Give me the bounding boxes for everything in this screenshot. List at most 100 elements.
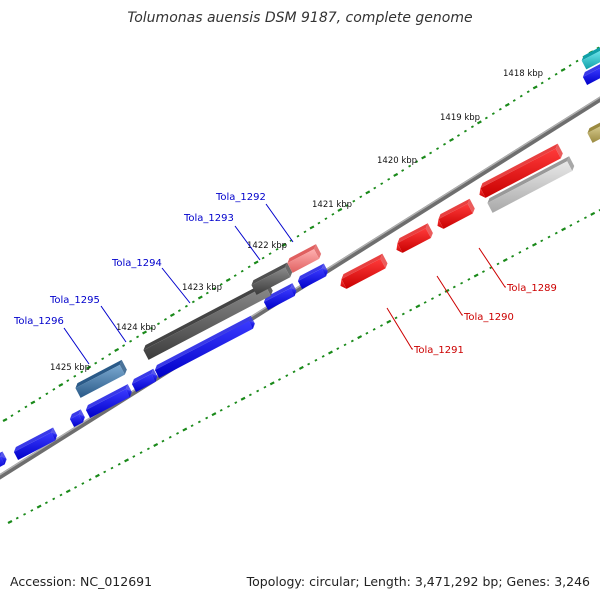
inner-ruler-track (7, 208, 600, 524)
ruler-dot (36, 504, 42, 509)
ruler-dot (352, 199, 356, 203)
ruler-dot (484, 116, 488, 120)
ruler-dot (30, 509, 34, 512)
ruler-dot (247, 265, 251, 269)
ruler-dot (568, 64, 572, 67)
ruler-dot (59, 493, 63, 497)
ruler-dot (52, 497, 56, 501)
ruler-dot (184, 304, 188, 308)
ruler-dot (240, 396, 246, 401)
ruler-dot (456, 134, 460, 137)
reverse-gene-label: Tola_1289 (506, 283, 557, 294)
ruler-dot (409, 308, 413, 312)
ruler-dot (253, 260, 259, 265)
forward-gene-arrow (0, 451, 7, 467)
ruler-dot (58, 382, 64, 387)
ruler-dot (443, 142, 446, 146)
ruler-dot (596, 46, 600, 50)
ruler-dot (476, 120, 482, 125)
ruler-dot (526, 90, 530, 94)
ruler-dot (15, 516, 19, 520)
ruler-dot (547, 235, 551, 239)
ruler-dot (394, 316, 398, 320)
ruler-dot (590, 211, 596, 216)
ruler-dot (256, 389, 260, 393)
ruler-dot (491, 112, 495, 116)
ruler-dot (449, 137, 454, 142)
ruler-dot (169, 312, 175, 317)
forward-gene-arrow (85, 384, 132, 418)
ruler-dot (73, 374, 77, 378)
ruler-dot (225, 277, 231, 282)
map-title: Tolumonas auensis DSM 9187, complete gen… (127, 10, 473, 26)
forward-label-leader (234, 225, 261, 261)
forward-label-leader (100, 305, 127, 343)
ruler-dot (350, 339, 354, 343)
reverse-label-leader (478, 247, 506, 288)
ruler-dot (285, 374, 289, 377)
ruler-dot (10, 414, 14, 417)
ruler-dot (86, 365, 92, 370)
ruler-dot (303, 230, 307, 234)
position-ruler: 1418 kbp 1419 kbp 1420 kbp 1421 kbp 1422 kbp… (2, 46, 600, 524)
feature-steel-blue (75, 359, 127, 398)
ruler-dot (575, 59, 579, 63)
forward-label-leader (161, 267, 191, 304)
ruler-dot (212, 287, 216, 291)
ruler-dot (504, 102, 510, 107)
ruler-dot (205, 291, 209, 295)
ruler-dot (248, 393, 252, 397)
accession-text: Accession: NC_012691 (10, 574, 153, 589)
ruler-dot (65, 489, 71, 494)
ruler-dot (191, 300, 195, 304)
ruler-dot (205, 416, 209, 420)
ruler-dot (275, 247, 279, 251)
ruler-dot (372, 328, 376, 331)
forward-gene-arrow (263, 283, 297, 310)
ruler-dot (373, 186, 377, 190)
ruler-tick-label: 1423 kbp (182, 283, 222, 293)
ruler-dot (560, 67, 566, 72)
ruler-dot (554, 72, 558, 76)
ruler-dot (292, 370, 296, 374)
topology-summary: Topology: circular; Length: 3,471,292 bp… (246, 574, 590, 589)
ruler-dot (80, 370, 84, 374)
ruler-dot (132, 455, 136, 458)
forward-gene-label: Tola_1294 (111, 258, 162, 269)
ruler-dot (168, 435, 172, 439)
ruler-dot (74, 485, 78, 489)
ruler-dot (429, 151, 433, 155)
feature-cyan (581, 47, 600, 70)
ruler-dot (110, 466, 114, 470)
ruler-dot (2, 418, 8, 422)
ruler-dot (233, 274, 237, 277)
ruler-dot (498, 107, 502, 111)
ruler-dot (122, 344, 126, 347)
ruler-dot (103, 470, 107, 474)
ruler-tick-label: 1425 kbp (50, 363, 90, 373)
reverse-gene-arrow (340, 253, 388, 289)
ruler-dot (296, 234, 300, 238)
ruler-dot (281, 242, 287, 247)
ruler-dot (393, 172, 399, 177)
forward-gene-label: Tola_1293 (183, 213, 234, 224)
ruler-dot (576, 220, 580, 223)
ruler-dot (263, 385, 267, 389)
feature-dark-gray (251, 262, 293, 295)
ruler-dot (278, 378, 281, 381)
ruler-dot (136, 335, 140, 339)
forward-gene-label: Tola_1295 (49, 295, 100, 306)
ruler-dot (129, 339, 133, 343)
ruler-dot (540, 81, 544, 85)
ruler-dot (569, 224, 573, 227)
ruler-dot (182, 427, 188, 432)
reverse-gene-label: Tola_1290 (463, 312, 514, 323)
ruler-dot (139, 451, 143, 455)
ruler-dot (298, 365, 304, 370)
ruler-dot (7, 520, 13, 524)
ruler-dot (583, 216, 587, 220)
ruler-dot (268, 252, 272, 256)
ruler-dot (561, 227, 567, 232)
feature-pink (287, 244, 322, 273)
ruler-dot (473, 273, 479, 278)
